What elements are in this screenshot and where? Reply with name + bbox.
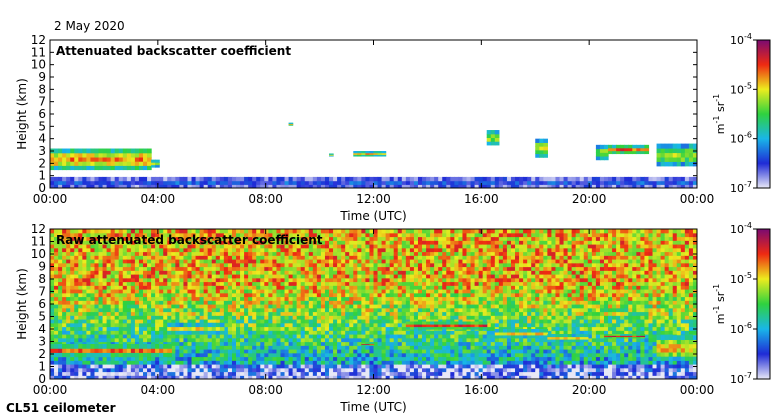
feature-cloud-layer (50, 148, 152, 171)
y-tick-label: 11 (31, 235, 46, 249)
x-tick-label: 04:00 (141, 383, 176, 397)
y-tick-label: 9 (38, 70, 46, 84)
feature-cloud (595, 144, 609, 161)
x-tick-label: 20:00 (572, 192, 607, 206)
feature-cloud (151, 159, 160, 168)
x-tick-label: 00:00 (33, 383, 68, 397)
x-tick-label: 00:00 (680, 192, 715, 206)
x-tick-label: 08:00 (248, 192, 283, 206)
y-tick-label: 4 (38, 132, 46, 146)
colorbar-tick-label: 10-7 (730, 180, 752, 195)
y-tick-label: 2 (38, 347, 46, 361)
x-tick-label: 00:00 (680, 383, 715, 397)
feature-cloud (535, 138, 548, 158)
panel-title: Raw attenuated backscatter coefficient (56, 233, 323, 247)
y-tick-label: 6 (38, 107, 46, 121)
colorbar-tick-label: 10-4 (730, 32, 752, 47)
colorbar-label: m-1 sr-1 (712, 284, 727, 324)
y-tick-label: 11 (31, 45, 46, 59)
y-axis-label: Height (km) (15, 268, 29, 339)
colorbar: 10-4 10-5 10-6 10-7 m-1 sr-1 (712, 221, 771, 386)
feature-aerosol-layer (405, 321, 488, 330)
x-tick-label: 16:00 (464, 192, 499, 206)
y-tick-label: 5 (38, 119, 46, 133)
y-tick-label: 12 (31, 222, 46, 236)
feature-cloud (353, 151, 387, 157)
colorbar-gradient (756, 39, 771, 189)
y-tick-label: 3 (38, 144, 46, 158)
feature-cloud (608, 144, 650, 155)
feature-background-noise (50, 229, 697, 379)
backscatter-field (50, 122, 697, 188)
x-tick-label: 12:00 (356, 383, 391, 397)
panel-title: Attenuated backscatter coefficient (56, 44, 291, 58)
y-tick-label: 2 (38, 156, 46, 170)
x-tick-label: 08:00 (248, 383, 283, 397)
feature-cloud (361, 342, 375, 346)
x-tick-label: 16:00 (464, 383, 499, 397)
colorbar-tick-label: 10-6 (730, 321, 752, 336)
y-tick-label: 8 (38, 272, 46, 286)
y-tick-label: 10 (31, 247, 46, 261)
x-tick-label: 20:00 (572, 383, 607, 397)
backscatter-panel-1: Attenuated backscatter coefficient012345… (15, 33, 714, 223)
y-tick-label: 3 (38, 335, 46, 349)
y-tick-label: 12 (31, 33, 46, 47)
feature-cloud (656, 143, 697, 167)
feature-aerosol-layer (167, 322, 225, 335)
x-axis: 00:00 04:00 08:00 12:00 16:00 20:00 00:00 Time … (33, 40, 715, 223)
colorbar: 10-4 10-5 10-6 10-7 m-1 sr-1 (712, 32, 771, 195)
x-axis-label: Time (UTC) (339, 209, 406, 223)
x-axis: 00:00 04:00 08:00 12:00 16:00 20:00 00:00 Time … (33, 229, 715, 414)
colorbar-gradient (756, 228, 771, 380)
x-tick-label: 00:00 (33, 192, 68, 206)
y-tick-label: 5 (38, 310, 46, 324)
y-tick-label: 7 (38, 95, 46, 109)
backscatter-field (50, 229, 697, 379)
feature-cloud (603, 334, 646, 339)
y-tick-label: 9 (38, 260, 46, 274)
y-tick-label: 10 (31, 58, 46, 72)
feature-cloud-layer (50, 344, 172, 358)
backscatter-panel-2: Raw attenuated backscatter coefficient01… (15, 222, 714, 414)
y-tick-label: 8 (38, 82, 46, 96)
x-tick-label: 12:00 (356, 192, 391, 206)
y-tick-label: 7 (38, 285, 46, 299)
feature-cloud (486, 130, 500, 146)
y-tick-label: 1 (38, 169, 46, 183)
y-axis-label: Height (km) (15, 78, 29, 149)
feature-cloud (547, 334, 589, 343)
x-tick-label: 04:00 (141, 192, 176, 206)
feature-cloud (288, 122, 294, 126)
y-tick-label: 4 (38, 322, 46, 336)
instrument-label: CL51 ceilometer (6, 401, 116, 415)
feature-cloud (494, 329, 548, 339)
feature-cloud (329, 153, 334, 157)
feature-cloud (656, 335, 697, 361)
y-tick-label: 6 (38, 297, 46, 311)
colorbar-label: m-1 sr-1 (712, 94, 727, 134)
colorbar-tick-label: 10-7 (730, 371, 752, 386)
colorbar-tick-label: 10-5 (730, 271, 752, 286)
colorbar-tick-label: 10-4 (730, 221, 752, 236)
feature-boundary-layer (50, 176, 697, 188)
y-tick-label: 0 (38, 372, 46, 386)
colorbar-tick-label: 10-5 (730, 81, 752, 96)
colorbar-tick-label: 10-6 (730, 131, 752, 146)
y-tick-label: 1 (38, 360, 46, 374)
y-tick-label: 0 (38, 181, 46, 195)
x-axis-label: Time (UTC) (339, 400, 406, 414)
date-label: 2 May 2020 (54, 19, 125, 33)
